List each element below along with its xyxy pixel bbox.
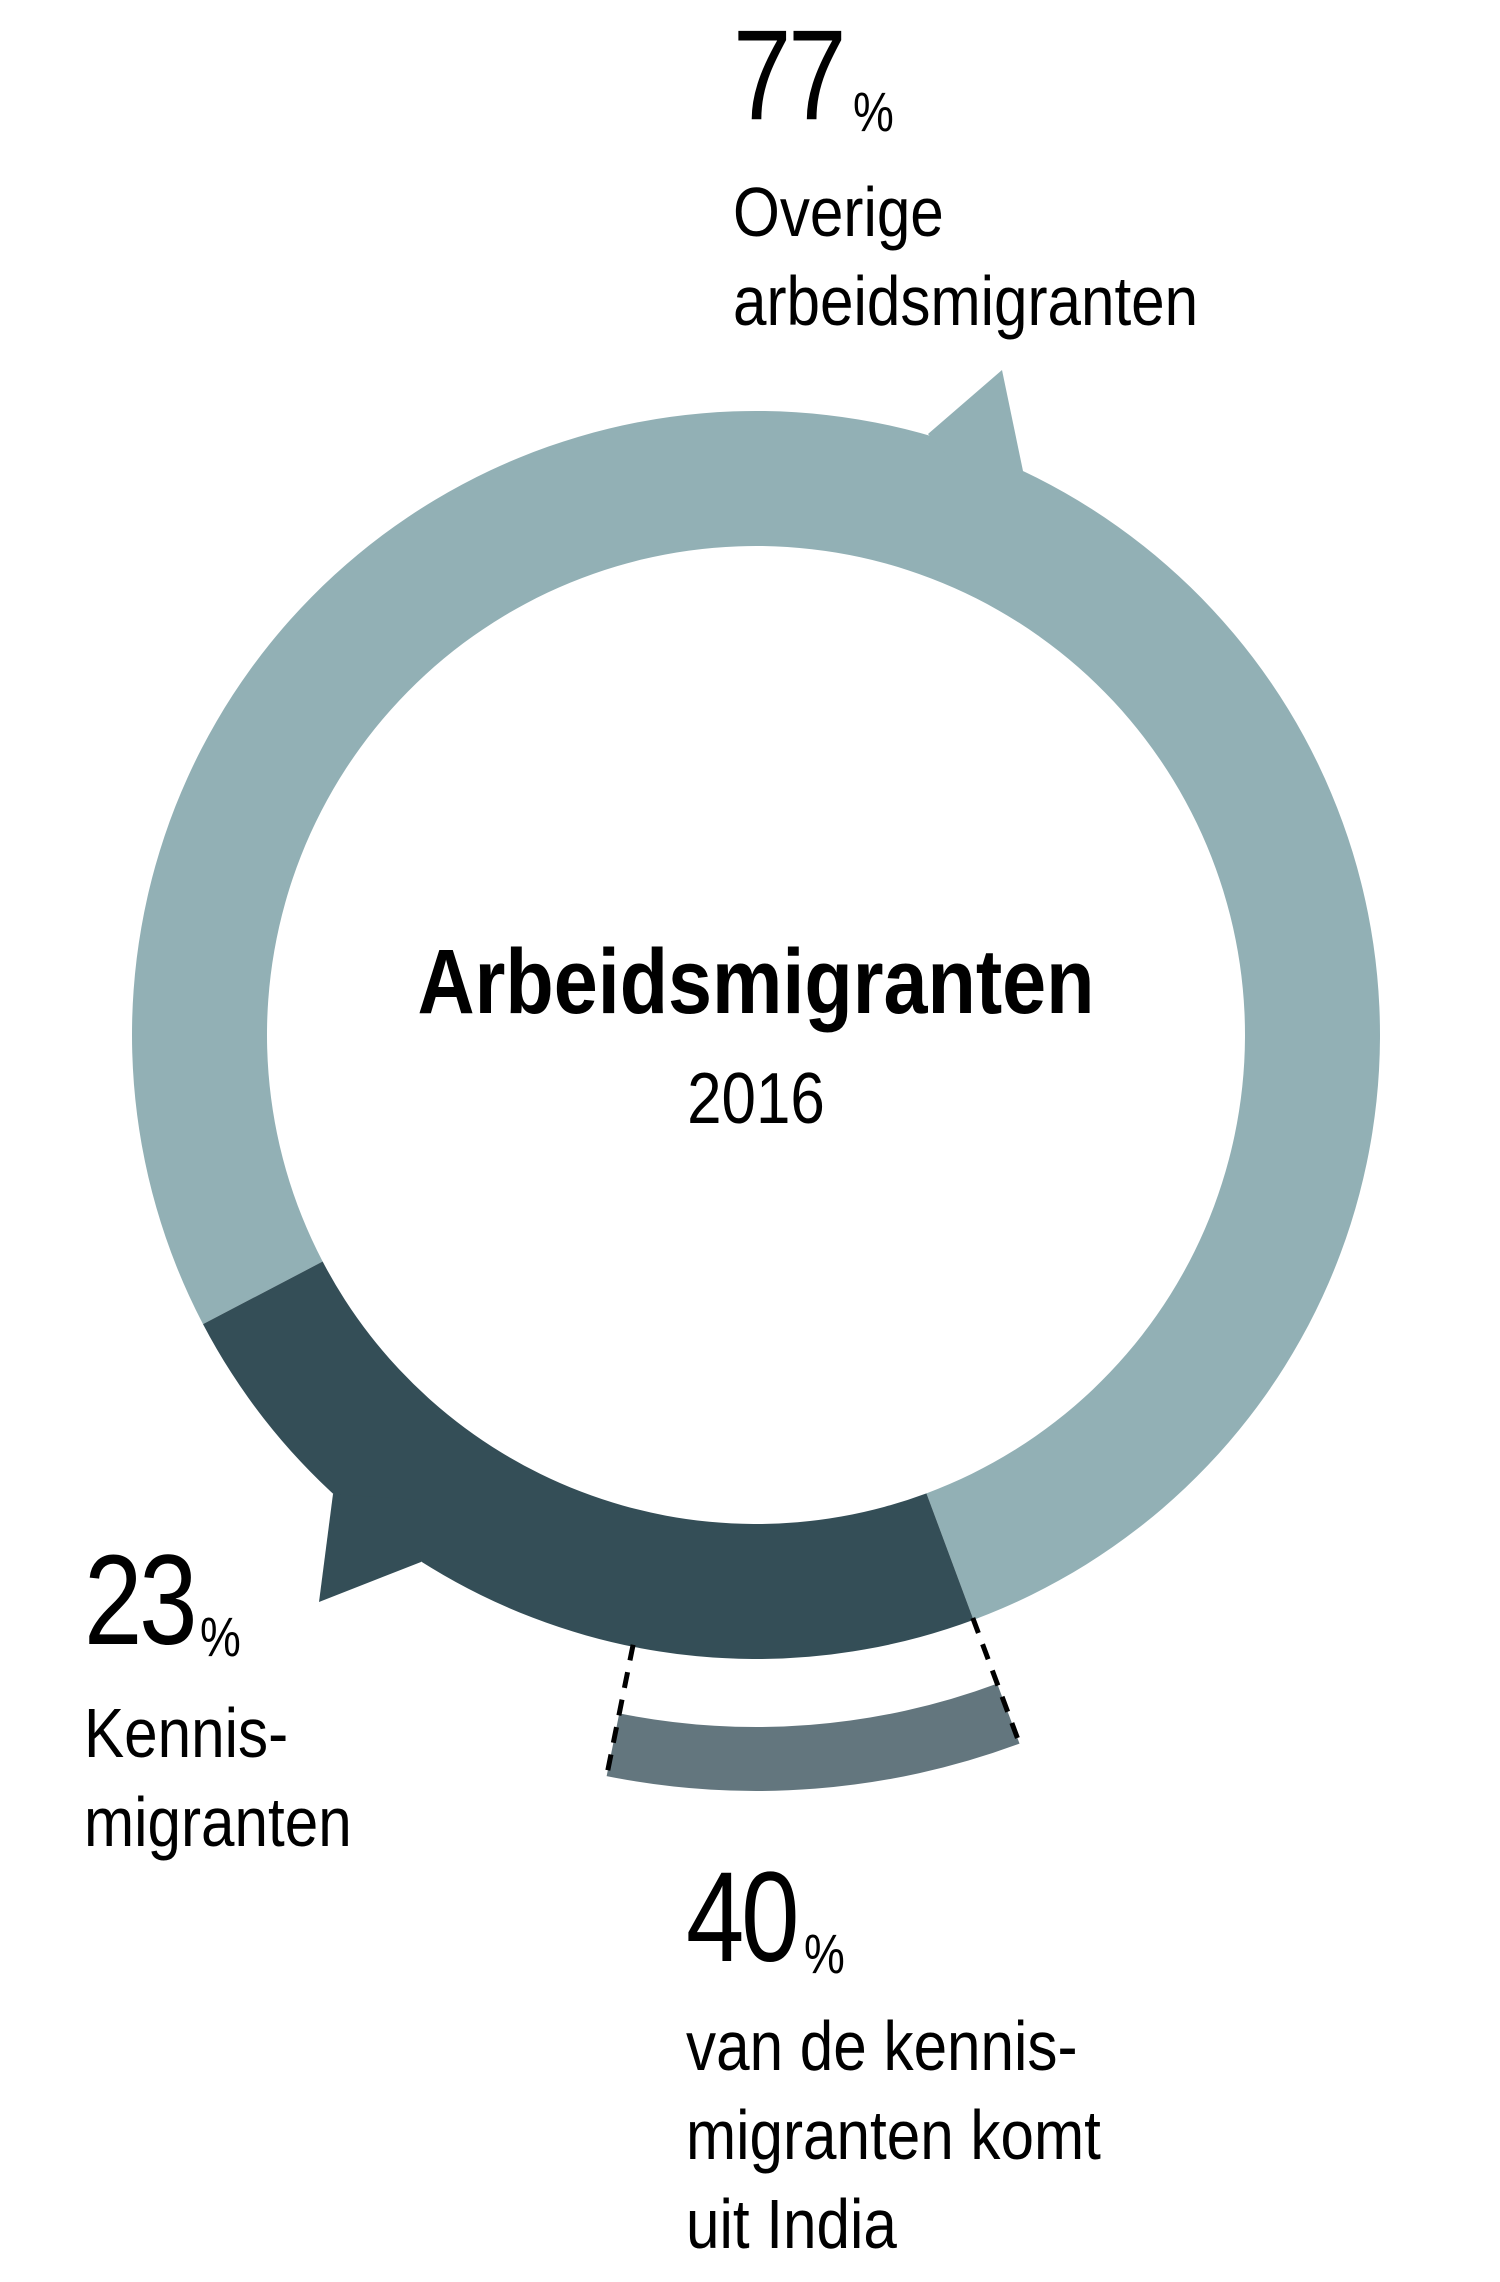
callout-pointer-kennis — [319, 1494, 421, 1602]
chart-title: Arbeidsmigranten — [417, 931, 1095, 1033]
value-kennis: 23 — [84, 1529, 197, 1672]
percent-sign: % — [200, 1605, 242, 1668]
dashed-connector-left — [603, 1644, 636, 1779]
value-line: 40 % — [686, 1854, 1168, 1985]
dashed-connector-right — [970, 1617, 1023, 1747]
percent-sign: % — [853, 80, 895, 143]
callout-pointer-overige — [928, 370, 1023, 471]
label-overige-line-1: Overige — [733, 173, 944, 251]
label-india-line-3: uit India — [686, 2185, 897, 2263]
value-line: 23 % — [84, 1537, 395, 1668]
label-overige: 77 % Overige arbeidsmigranten — [733, 12, 1274, 346]
label-india-line-1: van de kennis- — [686, 2007, 1078, 2085]
label-kennis-line-2: migranten — [84, 1783, 352, 1861]
segment-kennismigranten — [203, 1261, 974, 1659]
sub-arc-india — [606, 1683, 1020, 1791]
value-india: 40 — [686, 1846, 799, 1989]
label-kennis: 23 % Kennis- migranten — [84, 1537, 395, 1867]
percent-sign: % — [804, 1922, 846, 1985]
label-india-line-2: migranten komt — [686, 2096, 1101, 2174]
chart-year: 2016 — [687, 1059, 825, 1139]
label-overige-line-2: arbeidsmigranten — [733, 262, 1199, 340]
value-overige: 77 — [733, 4, 846, 147]
label-kennis-line-1: Kennis- — [84, 1694, 289, 1772]
value-line: 77 % — [733, 12, 1274, 143]
label-india: 40 % van de kennis- migranten komt uit I… — [686, 1854, 1168, 2269]
